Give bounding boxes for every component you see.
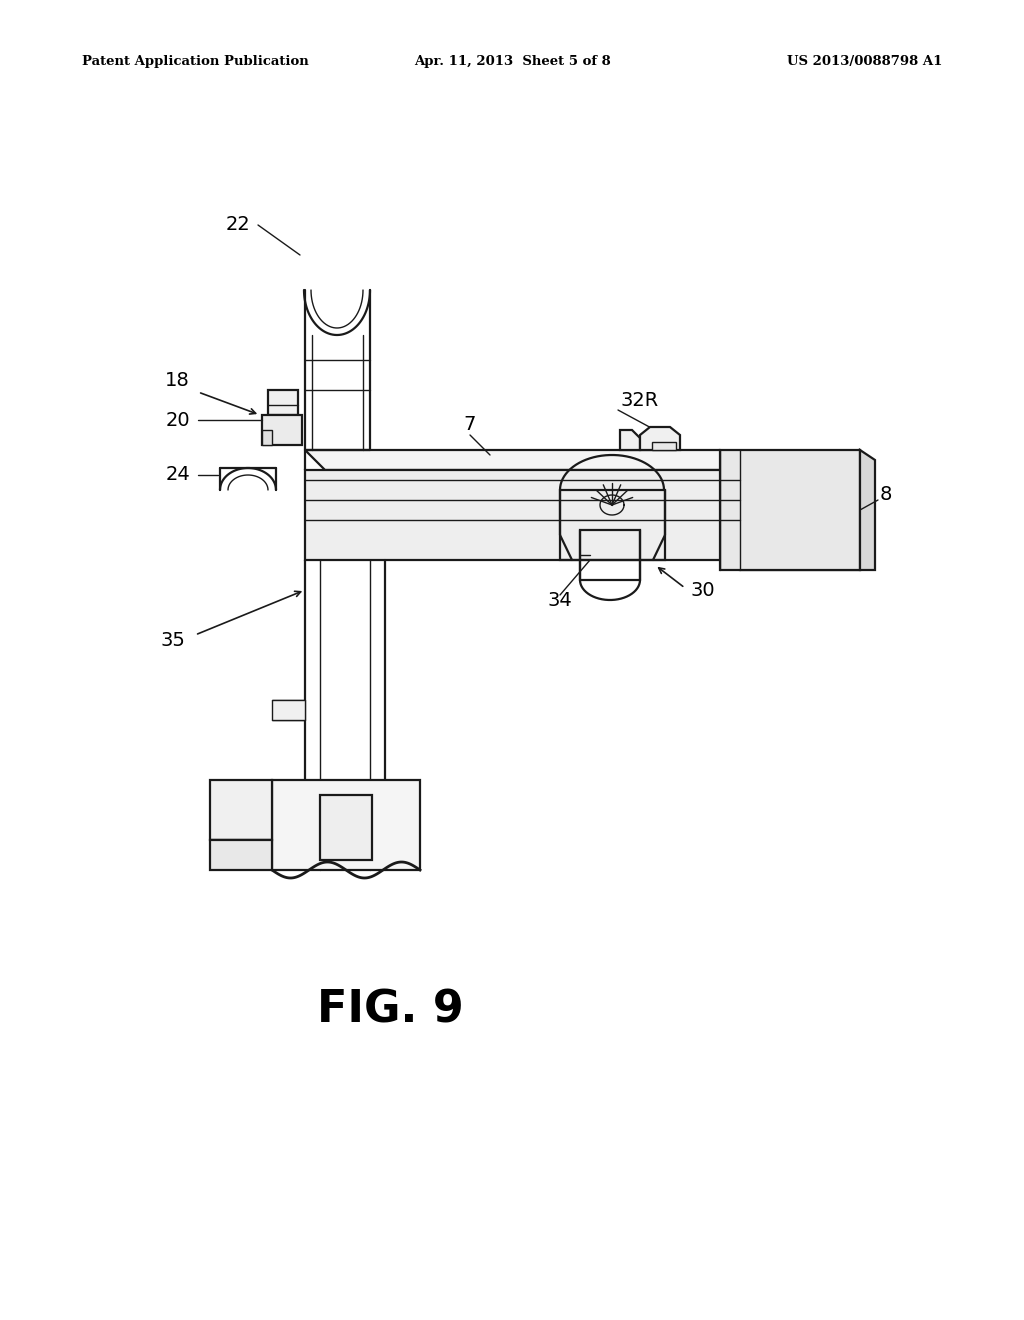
Text: 22: 22 bbox=[225, 215, 250, 235]
Polygon shape bbox=[268, 389, 298, 414]
Polygon shape bbox=[272, 780, 420, 870]
Text: Apr. 11, 2013  Sheet 5 of 8: Apr. 11, 2013 Sheet 5 of 8 bbox=[414, 55, 610, 69]
Polygon shape bbox=[272, 700, 305, 719]
Text: US 2013/0088798 A1: US 2013/0088798 A1 bbox=[786, 55, 942, 69]
Polygon shape bbox=[640, 426, 680, 450]
Polygon shape bbox=[305, 450, 740, 470]
Text: 34: 34 bbox=[548, 590, 572, 610]
Polygon shape bbox=[620, 430, 640, 450]
Text: 35: 35 bbox=[160, 631, 185, 649]
Polygon shape bbox=[305, 470, 740, 560]
Polygon shape bbox=[860, 450, 874, 570]
Polygon shape bbox=[319, 795, 372, 861]
Text: 30: 30 bbox=[690, 581, 715, 599]
Polygon shape bbox=[210, 780, 272, 840]
Text: 18: 18 bbox=[165, 371, 190, 389]
Polygon shape bbox=[652, 442, 676, 450]
Text: 8: 8 bbox=[880, 486, 892, 504]
Text: FIG. 9: FIG. 9 bbox=[316, 989, 464, 1031]
Polygon shape bbox=[262, 414, 302, 445]
Polygon shape bbox=[210, 840, 272, 870]
Text: 32R: 32R bbox=[620, 391, 658, 409]
Text: 24: 24 bbox=[165, 466, 190, 484]
Text: 7: 7 bbox=[464, 416, 476, 434]
Polygon shape bbox=[262, 430, 272, 445]
Text: 20: 20 bbox=[165, 411, 190, 429]
Polygon shape bbox=[720, 450, 860, 570]
Polygon shape bbox=[740, 470, 860, 570]
Text: Patent Application Publication: Patent Application Publication bbox=[82, 55, 309, 69]
